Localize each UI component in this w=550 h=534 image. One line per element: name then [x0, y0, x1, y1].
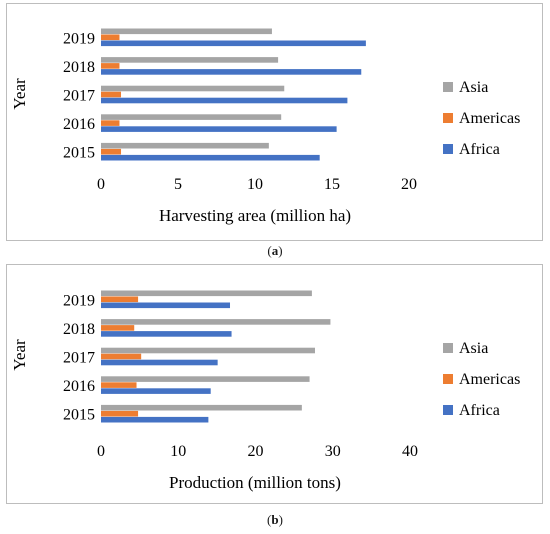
bar-africa-2019 — [101, 302, 231, 309]
y-axis-label: Year — [10, 339, 29, 371]
legend-label-africa: Africa — [459, 141, 500, 158]
bar-asia-2015 — [101, 404, 302, 411]
bar-africa-2015 — [101, 154, 320, 161]
bar-americas-2018 — [101, 63, 120, 69]
bar-americas-2019 — [101, 296, 139, 303]
chart-panel-b: 2015 2016 2017 2018 2019 0 10 20 30 40 Asia Ameri… — [6, 264, 543, 504]
x-tick-label: 40 — [402, 443, 418, 460]
chart-panel-a: 2015 2016 2017 2018 2019 0 5 10 15 20 Asia Americ… — [6, 3, 543, 241]
x-tick-label: 0 — [97, 443, 105, 460]
harvesting-area-chart: 2015 2016 2017 2018 2019 0 5 10 15 20 Asia Americ… — [10, 28, 520, 225]
bar-americas-2019 — [101, 34, 120, 41]
bar-americas-2015 — [101, 148, 122, 155]
x-tick-label: 30 — [325, 443, 341, 460]
y-tick-label: 2018 — [63, 321, 95, 338]
production-chart: 2015 2016 2017 2018 2019 0 10 20 30 40 Asia Ameri… — [10, 290, 520, 492]
bar-asia-2015 — [101, 142, 269, 149]
bar-asia-2016 — [101, 114, 282, 120]
legend-swatch-africa — [443, 144, 453, 154]
bar-asia-2017 — [101, 85, 285, 92]
y-tick-label: 2017 — [63, 88, 95, 105]
x-tick-label: 0 — [97, 176, 105, 193]
bar-africa-2016 — [101, 126, 337, 132]
y-tick-label: 2019 — [63, 30, 95, 47]
legend-swatch-asia — [443, 343, 453, 353]
bar-americas-2016 — [101, 120, 120, 126]
bar-asia-2019 — [101, 290, 312, 297]
legend-label-asia: Asia — [459, 340, 488, 357]
bar-asia-2017 — [101, 347, 315, 354]
bar-americas-2017 — [101, 91, 122, 98]
bar-asia-2016 — [101, 376, 310, 382]
legend-label-americas: Americas — [459, 110, 520, 127]
legend-swatch-americas — [443, 374, 453, 384]
y-tick-label: 2016 — [63, 378, 95, 395]
x-axis-label: Harvesting area (million ha) — [159, 206, 351, 225]
y-tick-label: 2016 — [63, 116, 95, 133]
y-tick-label: 2015 — [63, 145, 95, 162]
caption-a-label: a — [271, 243, 279, 258]
legend-swatch-africa — [443, 405, 453, 415]
bar-africa-2015 — [101, 416, 209, 423]
bar-americas-2018 — [101, 325, 135, 331]
y-tick-label: 2015 — [63, 407, 95, 424]
x-tick-label: 20 — [248, 443, 264, 460]
bar-americas-2017 — [101, 353, 142, 360]
bar-asia-2018 — [101, 57, 279, 63]
bar-africa-2016 — [101, 388, 211, 394]
bar-americas-2015 — [101, 410, 139, 417]
x-tick-label: 10 — [170, 443, 186, 460]
legend-label-africa: Africa — [459, 402, 500, 419]
x-axis-label: Production (million tons) — [169, 473, 341, 492]
y-tick-label: 2017 — [63, 350, 95, 367]
x-tick-label: 5 — [174, 176, 182, 193]
bar-africa-2017 — [101, 359, 218, 366]
x-tick-label: 20 — [401, 176, 417, 193]
bar-africa-2017 — [101, 97, 348, 104]
caption-b-label: b — [271, 512, 279, 527]
bar-africa-2019 — [101, 40, 366, 47]
bar-asia-2018 — [101, 319, 331, 325]
bar-americas-2016 — [101, 382, 137, 388]
legend-swatch-asia — [443, 82, 453, 92]
y-tick-label: 2018 — [63, 59, 95, 76]
legend-label-americas: Americas — [459, 371, 520, 388]
caption-a: (a) — [267, 243, 283, 258]
y-axis-label: Year — [10, 78, 29, 110]
legend-label-asia: Asia — [459, 79, 488, 96]
bar-africa-2018 — [101, 331, 232, 337]
x-tick-label: 10 — [247, 176, 263, 193]
x-tick-label: 15 — [324, 176, 340, 193]
bar-asia-2019 — [101, 28, 272, 35]
caption-b: (b) — [267, 512, 283, 527]
bar-africa-2018 — [101, 69, 362, 75]
legend-swatch-americas — [443, 113, 453, 123]
y-tick-label: 2019 — [63, 292, 95, 309]
